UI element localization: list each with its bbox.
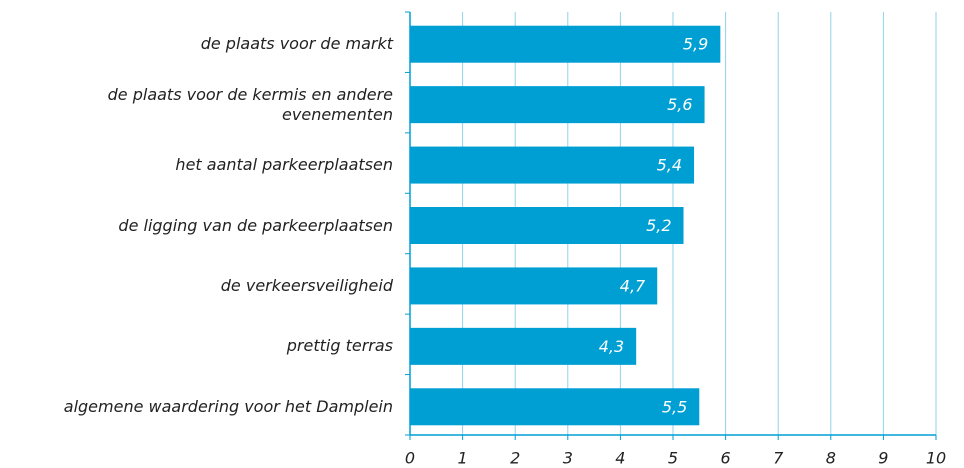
- value-label: 5,4: [657, 156, 682, 175]
- bar: [410, 388, 700, 426]
- category-label: de plaats voor de markt: [200, 34, 393, 54]
- x-tick-label: 0: [405, 449, 415, 468]
- category-label: algemene waardering voor het Damplein: [63, 396, 393, 416]
- bar: [410, 207, 684, 244]
- category-label: het aantal parkeerplaatsen: [175, 155, 393, 175]
- x-tick-label: 1: [458, 449, 468, 468]
- x-tick-label: 7: [773, 449, 784, 468]
- x-tick-label: 4: [615, 449, 625, 468]
- bar: [410, 25, 721, 63]
- value-label: 4,3: [599, 337, 624, 356]
- value-label: 5,6: [667, 95, 692, 114]
- x-tick-label: 8: [826, 449, 836, 468]
- value-label: 5,2: [646, 216, 671, 235]
- value-label: 4,7: [620, 276, 646, 295]
- value-label: 5,5: [662, 397, 687, 416]
- x-tick-label: 3: [563, 449, 573, 468]
- category-label: de plaats voor de kermis en andere evene…: [107, 84, 393, 124]
- x-tick-label: 10: [926, 449, 946, 468]
- x-tick-label: 9: [878, 449, 888, 468]
- x-tick-label: 5: [668, 449, 678, 468]
- value-label: 5,9: [683, 35, 708, 54]
- category-label: de ligging van de parkeerplaatsen: [118, 215, 393, 235]
- x-tick-label: 2: [510, 449, 520, 468]
- x-tick-label: 6: [721, 449, 731, 468]
- category-label: prettig terras: [286, 336, 393, 356]
- bar: [410, 327, 637, 365]
- category-label: de verkeersveiligheid: [220, 275, 393, 295]
- bar: [410, 267, 658, 305]
- bar: [410, 146, 695, 184]
- bar: [410, 86, 705, 124]
